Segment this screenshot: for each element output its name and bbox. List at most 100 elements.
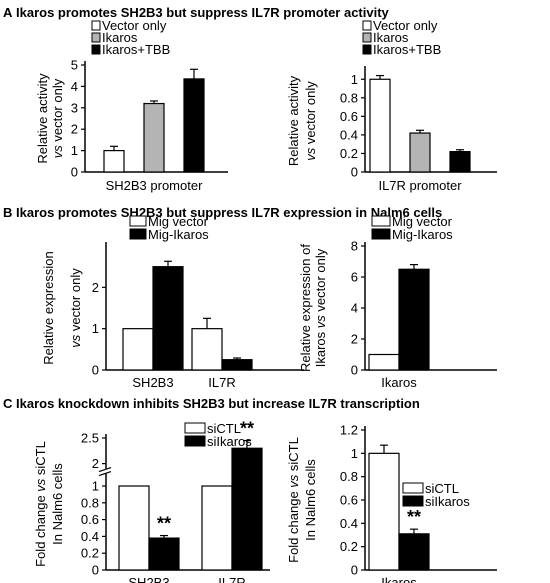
a2-ytick-label-5: 1 (351, 72, 358, 87)
a1-legend-swatch-2 (91, 44, 101, 55)
c2-ytick-label-6: 1.2 (340, 423, 358, 438)
c2-ytick-label-2: 0.4 (340, 516, 358, 531)
c2-ytick-label-3: 0.6 (340, 493, 358, 508)
c2-ylabel-line-0: Fold change vs siCTL (286, 437, 301, 563)
b1-bar-0-0 (122, 328, 154, 371)
b2-legend-label-0: Mig vector (392, 214, 453, 229)
chart-b1: 0 1 2 SH2B3 IL7R Relative expression vs vector… (41, 214, 304, 390)
c1-ytick-label-2: 0.4 (81, 529, 99, 544)
a1-ylabel-line-1: vs vector only (50, 78, 65, 158)
a1-bar-0-0 (103, 150, 125, 173)
c1-bar-0-1 (148, 537, 180, 571)
b2-legend-label-1: Mig-Ikaros (392, 227, 453, 242)
b1-bar-1-1 (221, 359, 253, 371)
chart-a2: 0 0.2 0.4 0.6 0.8 1 IL7R promoter Relative acti… (286, 18, 497, 193)
c1-legend-swatch-1 (184, 435, 206, 447)
a1-legend-label-0: Vector only (102, 18, 167, 33)
chart-a1: 0 1 2 3 4 5 SH2B3 promoter Relative activity vs … (35, 18, 228, 193)
c2-legend-label-0: siCTL (425, 481, 459, 496)
panel-c-letter: C (3, 396, 13, 411)
c2-legend-swatch-0 (402, 482, 424, 494)
c1-legend-label-1: siIkaros (207, 434, 252, 449)
c1-bar-1-1 (231, 447, 263, 571)
c1-legend-swatch-0 (184, 422, 206, 434)
c1-legend-label-0: siCTL (207, 421, 241, 436)
panel-b-title: Ikaros promotes SH2B3 but suppress IL7R … (16, 205, 442, 220)
a2-legend-swatch-0 (362, 20, 372, 31)
panel-b-letter: B (3, 205, 12, 220)
a1-ytick-label-2: 2 (71, 122, 78, 137)
c1-category-1: IL7R (218, 575, 245, 583)
c1-category-0: SH2B3 (128, 575, 169, 583)
c2-legend-swatch-1 (402, 495, 424, 507)
a1-legend-label-2: Ikaros+TBB (102, 42, 170, 57)
c2-bar-0-1 (398, 533, 430, 571)
panel-c-title: Ikaros knockdown inhibits SH2B3 but incr… (16, 396, 420, 411)
c1-ylabel-line-1: In Nalm6 cells (50, 463, 65, 545)
chart-c1: 0 0.2 0.4 0.6 0.81 2 2.5 ** SH2B3 ** IL7R Fold chan… (33, 419, 270, 583)
a1-ytick-label-0: 0 (71, 165, 78, 180)
a2-ylabel-line-0: Relative activity (286, 75, 301, 166)
c1-axis-break-gap (100, 468, 112, 474)
b1-legend-swatch-0 (129, 215, 147, 227)
b2-ylabel-line-1: Ikaros vs vector only (313, 248, 328, 367)
a2-bar-0-1 (409, 132, 431, 173)
a2-ytick-label-2: 0.4 (340, 127, 358, 142)
c2-ytick-label-5: 1 (351, 446, 358, 461)
a2-bar-0-0 (369, 78, 391, 173)
a2-ytick-label-4: 0.8 (340, 90, 358, 105)
a2-legend-label-2: Ikaros+TBB (373, 42, 441, 57)
chart-b2: 0 2 4 6 8 Ikaros Relative expression of Ikaros … (298, 214, 497, 390)
b1-category-1: IL7R (208, 375, 235, 390)
b1-ytick-label-0: 0 (92, 363, 99, 378)
c1-bar-0-0 (118, 485, 150, 571)
a1-legend-label-1: Ikaros (102, 30, 138, 45)
a1-ytick-label-1: 1 (71, 143, 78, 158)
a2-legend-label-0: Vector only (373, 18, 438, 33)
b2-bar-0-1 (398, 268, 430, 371)
a1-ytick-label-3: 3 (71, 100, 78, 115)
c2-category-0: Ikaros (381, 575, 417, 583)
b1-bar-0-1 (152, 266, 184, 371)
a1-legend-swatch-1 (91, 32, 101, 43)
c1-ytick-label-4: 0.8 (81, 495, 99, 510)
b1-bar-1-0 (191, 328, 223, 371)
a1-ytick-label-5: 5 (71, 58, 78, 73)
a1-ytick-label-4: 4 (71, 79, 78, 94)
c1-annotation-1: ** (240, 419, 254, 439)
c1-ytick-label-1: 0.2 (81, 546, 99, 561)
panel-a-letter: A (3, 5, 13, 20)
a2-ylabel-line-1: vs vector only (303, 81, 318, 161)
a2-xlabel: IL7R promoter (378, 178, 462, 193)
a2-ytick-label-3: 0.6 (340, 109, 358, 124)
a1-bar-0-1 (143, 102, 165, 173)
b1-ylabel-line-1: vs vector only (68, 268, 83, 348)
a2-ytick-label-1: 0.2 (340, 146, 358, 161)
b1-legend-swatch-1 (129, 228, 147, 240)
b2-ytick-label-4: 8 (351, 239, 358, 254)
b2-ytick-label-2: 4 (351, 301, 358, 316)
c1-bar-1-0 (201, 485, 233, 571)
a2-legend-swatch-1 (362, 32, 372, 43)
c2-bar-0-0 (368, 452, 400, 571)
c2-ylabel-line-1: In Nalm6 cells (303, 459, 318, 541)
b2-legend-swatch-1 (371, 228, 391, 240)
b2-bar-0-0 (368, 353, 400, 371)
c1-ytick-label-0: 0 (92, 563, 99, 578)
a2-ytick-label-0: 0 (351, 165, 358, 180)
c1-ytick-label-3: 0.6 (81, 512, 99, 527)
a2-legend-label-1: Ikaros (373, 30, 409, 45)
a2-legend-swatch-2 (362, 44, 372, 55)
c1-ytick-label-7: 2.5 (81, 431, 99, 446)
b1-ytick-label-1: 1 (92, 321, 99, 336)
b2-ytick-label-1: 2 (351, 332, 358, 347)
a1-xlabel: SH2B3 promoter (106, 178, 203, 193)
a1-ylabel-line-0: Relative activity (35, 73, 50, 164)
b1-ytick-label-2: 2 (92, 280, 99, 295)
a2-bar-0-2 (449, 151, 471, 173)
c1-ytick-label-5: 1 (92, 479, 99, 494)
b1-ylabel-line-0: Relative expression (41, 251, 56, 364)
panel-a-title: Ikaros promotes SH2B3 but suppress IL7R … (16, 5, 390, 20)
c1-axis-break-mark-2 (98, 471, 112, 477)
